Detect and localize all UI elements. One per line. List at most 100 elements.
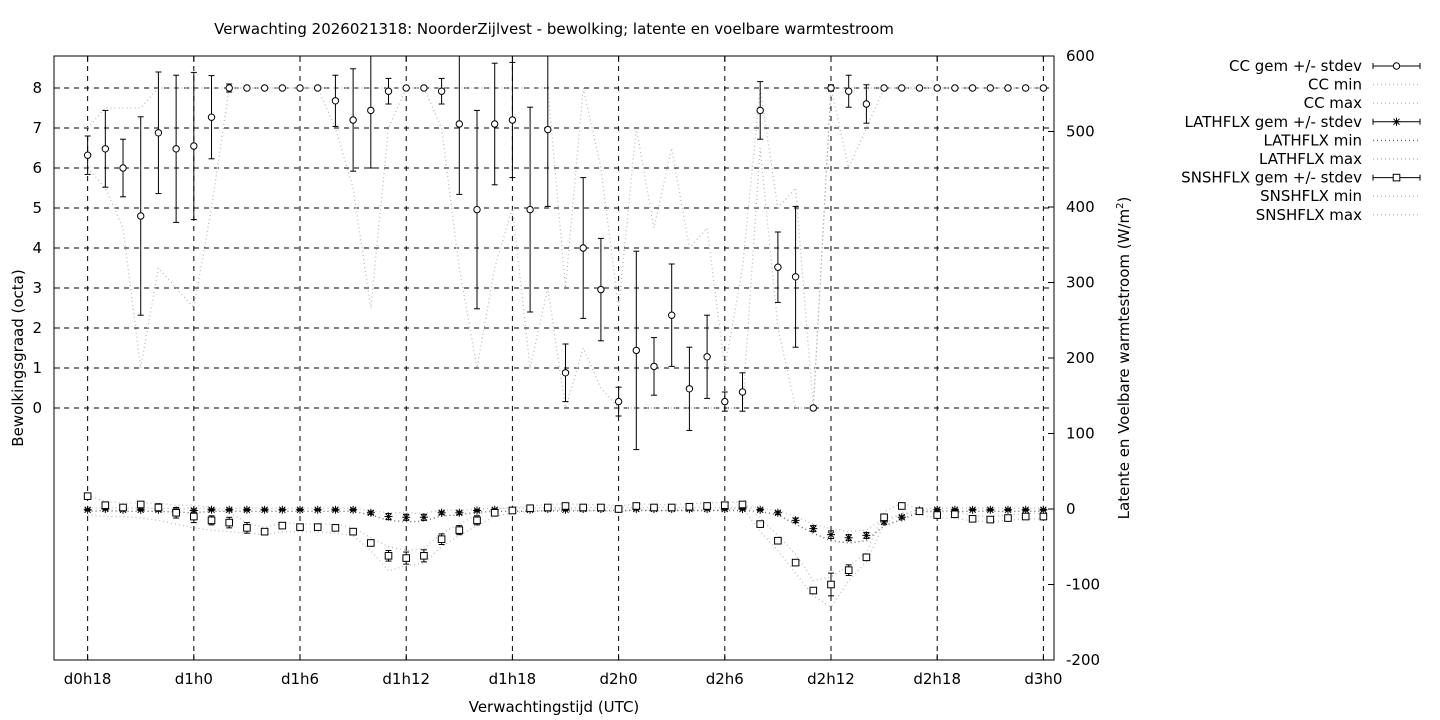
legend-label: SNSHFLX gem +/- stdev [1181, 169, 1362, 187]
cc-point [756, 106, 764, 115]
x-tick-label: d1h6 [281, 670, 319, 688]
lathflx-point [473, 506, 482, 515]
snshflx-point [720, 501, 729, 510]
y-axis-right-label-sup: 2 [1115, 203, 1126, 209]
lathflx-point [756, 505, 765, 514]
y-right-tick-label: -200 [1066, 651, 1100, 669]
legend-label: CC min [1308, 76, 1362, 94]
lathflx-point [242, 505, 251, 514]
lathflx-point [384, 512, 393, 521]
lathflx-point [419, 513, 428, 522]
snshflx-point [632, 502, 641, 510]
lathflx-point [225, 505, 234, 514]
snshflx-point [260, 527, 269, 536]
snshflx-point [951, 510, 959, 519]
snshflx-point [738, 500, 747, 509]
snshflx-point [579, 503, 588, 512]
snshflx-point [190, 512, 198, 521]
cc-point [225, 84, 233, 92]
lathflx-point [950, 505, 959, 514]
cc-point [420, 84, 428, 92]
y-right-tick-label: -100 [1066, 576, 1100, 594]
y-left-tick-label: 1 [32, 359, 42, 377]
cc-point [243, 84, 251, 92]
snshflx-point [915, 507, 924, 516]
lathflx-point [1039, 505, 1048, 514]
snshflx-point [367, 539, 375, 547]
cc-point [986, 84, 994, 92]
cc-point [951, 84, 959, 92]
lathflx-point [83, 505, 92, 514]
snshflx-point [1021, 512, 1030, 521]
y-axis-right-label-text: Latente en Voelbare warmtestroom (W/m [1115, 209, 1133, 519]
y-right-tick-label: 400 [1066, 198, 1095, 216]
legend-label: CC max [1304, 94, 1363, 112]
snshflx-point [809, 586, 818, 595]
y-axis-right-label: Latente en Voelbare warmtestroom (W/m2) [1115, 197, 1133, 520]
legend-label: SNSHFLX min [1260, 187, 1362, 205]
cc-point [402, 84, 410, 92]
y-right-tick-label: 0 [1066, 500, 1076, 518]
y-right-tick-label: 200 [1066, 349, 1095, 367]
y-right-tick-label: 300 [1066, 274, 1095, 292]
y-left-tick-label: 3 [32, 279, 42, 297]
cc-point [880, 84, 888, 92]
snshflx-point [968, 515, 977, 523]
snshflx-point [490, 508, 499, 517]
snshflx-point [561, 502, 570, 510]
cc-point [685, 385, 694, 393]
cc-point [526, 205, 534, 214]
x-tick-label: d2h0 [600, 670, 638, 688]
lathflx-point [738, 505, 747, 513]
cc-point [1039, 84, 1048, 92]
snshflx-point [473, 516, 481, 525]
snshflx-point [278, 521, 287, 530]
snshflx-point [526, 504, 534, 513]
cc-point [791, 273, 800, 281]
snshflx-point [331, 524, 340, 532]
lathflx-point [986, 505, 995, 514]
lathflx-point [136, 505, 145, 514]
cc-point [738, 388, 747, 396]
snshflx-point [544, 503, 552, 512]
lathflx-point [826, 530, 835, 539]
y-left-tick-label: 5 [32, 199, 42, 217]
cc-point [561, 369, 570, 377]
lathflx-point [791, 516, 800, 525]
snshflx-point [1039, 512, 1048, 521]
cc-point [809, 404, 817, 412]
lathflx-point [402, 513, 411, 522]
lathflx-point [331, 505, 340, 514]
snshflx-point [685, 502, 694, 511]
cc-point [933, 84, 941, 92]
snshflx-point [827, 580, 835, 589]
legend-label: CC gem +/- stdev [1229, 57, 1362, 75]
legend-label: LATHFLX max [1259, 150, 1362, 168]
legend-label: LATHFLX min [1263, 131, 1362, 149]
snshflx-point [650, 503, 658, 512]
x-tick-label: d1h18 [489, 670, 537, 688]
cc-point [1021, 84, 1030, 92]
cc-point [296, 84, 304, 92]
y-right-tick-label: 500 [1066, 123, 1095, 141]
cc-point [260, 84, 269, 92]
plot-area [83, 55, 1048, 608]
cc-point [862, 100, 871, 108]
x-tick-label: d2h12 [807, 670, 855, 688]
snshflx-point [225, 518, 234, 527]
lathflx-point [809, 524, 818, 533]
snshflx-point [844, 566, 853, 574]
snshflx-point [296, 523, 304, 531]
snshflx-point [136, 500, 145, 509]
y-left-tick-label: 7 [32, 119, 42, 137]
cc-point [614, 397, 623, 406]
lathflx-point [313, 505, 322, 514]
cc-point [844, 87, 853, 95]
cc-point [898, 84, 906, 92]
y-left-tick-label: 0 [32, 399, 42, 417]
cc-point [207, 113, 216, 121]
cc-point [1004, 84, 1012, 92]
lathflx-point [844, 533, 853, 542]
y-axis-left-label: Bewolkingsgraad (octa) [9, 269, 27, 446]
lathflx-point [968, 505, 977, 514]
